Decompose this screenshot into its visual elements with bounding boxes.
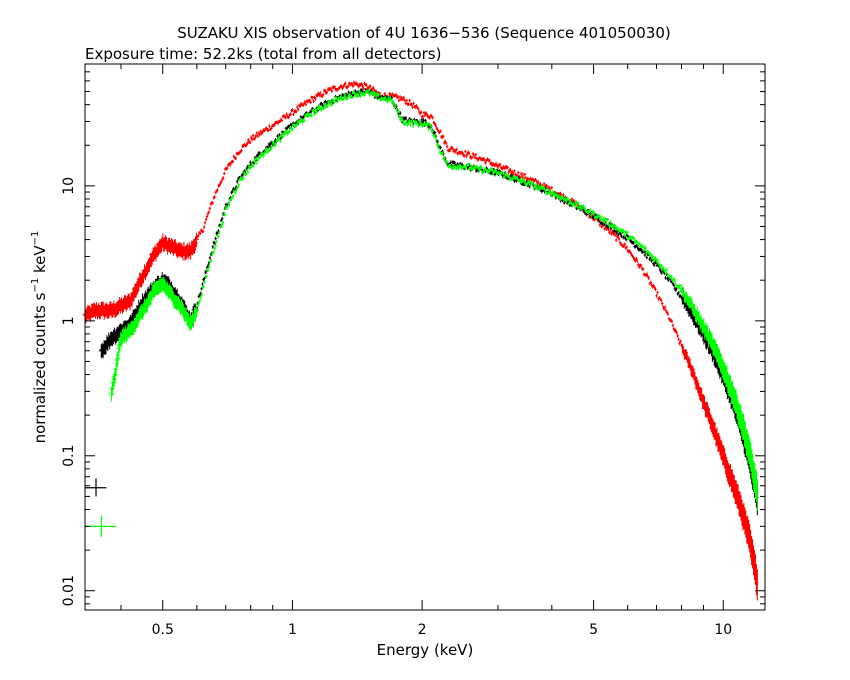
x-tick-label: 5	[589, 622, 598, 638]
x-axis-ticks: 0.5 1 2 5 10	[120, 64, 732, 638]
y-axis-label-main: normalized counts s	[31, 292, 49, 443]
y-tick-label: 0.01	[61, 575, 77, 606]
error-marker	[85, 478, 107, 497]
plot-frame	[84, 63, 766, 611]
y-axis-label-mid: keV	[31, 245, 49, 278]
y-tick-label: 10	[61, 177, 77, 195]
x-tick-label: 1	[288, 622, 297, 638]
y-axis-label-exp2: −1	[30, 231, 41, 246]
y-tick-label: 0.1	[61, 445, 77, 467]
x-tick-label: 0.5	[152, 622, 174, 638]
error-marker	[85, 515, 117, 538]
x-tick-label: 10	[714, 622, 732, 638]
error-markers-layer	[85, 478, 117, 538]
series-errorbars	[108, 88, 759, 511]
chart-subtitle: Exposure time: 52.2ks (total from all de…	[85, 45, 441, 63]
x-tick-label: 2	[418, 622, 427, 638]
chart-title: SUZAKU XIS observation of 4U 1636−536 (S…	[177, 24, 670, 42]
data-series	[108, 88, 759, 511]
x-axis-label: Energy (keV)	[377, 641, 474, 659]
y-axis-ticks: 0.01 0.1 1 10	[61, 63, 765, 606]
y-axis-label: normalized counts s−1 keV−1	[30, 231, 49, 444]
y-axis-label-exp1: −1	[30, 278, 41, 293]
y-tick-label: 1	[61, 316, 77, 325]
